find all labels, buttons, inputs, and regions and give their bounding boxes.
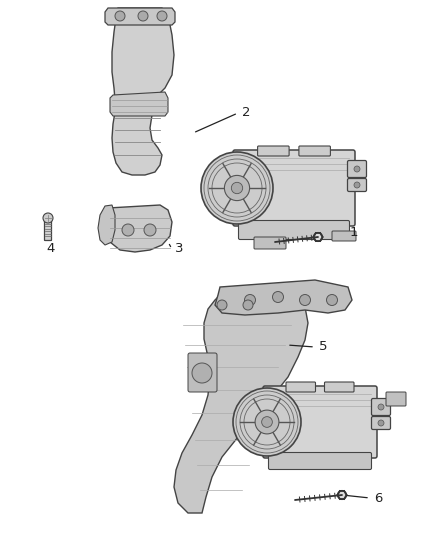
FancyBboxPatch shape (188, 353, 217, 392)
Circle shape (244, 295, 255, 305)
Text: 5: 5 (319, 341, 328, 353)
Circle shape (192, 363, 212, 383)
Circle shape (300, 295, 311, 305)
Circle shape (144, 224, 156, 236)
Circle shape (354, 182, 360, 188)
Polygon shape (105, 8, 175, 25)
Circle shape (272, 292, 283, 303)
FancyBboxPatch shape (258, 146, 289, 156)
Polygon shape (112, 8, 174, 175)
FancyBboxPatch shape (239, 221, 350, 239)
Polygon shape (174, 290, 308, 513)
Polygon shape (215, 280, 352, 315)
Polygon shape (98, 205, 115, 245)
Text: 1: 1 (350, 227, 358, 239)
FancyBboxPatch shape (386, 392, 406, 406)
Circle shape (115, 11, 125, 21)
Text: 2: 2 (242, 107, 251, 119)
Polygon shape (110, 92, 168, 116)
FancyBboxPatch shape (332, 231, 356, 241)
FancyBboxPatch shape (299, 146, 330, 156)
Circle shape (122, 224, 134, 236)
Circle shape (138, 11, 148, 21)
Circle shape (201, 152, 273, 224)
FancyBboxPatch shape (347, 179, 367, 191)
FancyBboxPatch shape (286, 382, 315, 392)
Text: 3: 3 (175, 243, 184, 255)
Text: 6: 6 (374, 491, 382, 505)
FancyBboxPatch shape (45, 217, 52, 240)
Circle shape (231, 182, 243, 193)
Circle shape (326, 295, 338, 305)
Circle shape (43, 213, 53, 223)
Circle shape (261, 417, 272, 427)
FancyBboxPatch shape (263, 386, 377, 458)
Circle shape (354, 166, 360, 172)
Circle shape (157, 11, 167, 21)
FancyBboxPatch shape (254, 237, 286, 249)
FancyBboxPatch shape (371, 399, 391, 416)
FancyBboxPatch shape (371, 416, 391, 430)
FancyBboxPatch shape (268, 453, 371, 470)
Text: 4: 4 (46, 243, 54, 255)
FancyBboxPatch shape (347, 160, 367, 177)
Polygon shape (106, 205, 172, 252)
Circle shape (338, 490, 346, 499)
Circle shape (378, 420, 384, 426)
FancyBboxPatch shape (233, 150, 355, 226)
Circle shape (243, 300, 253, 310)
Circle shape (378, 404, 384, 410)
Circle shape (255, 410, 279, 434)
Circle shape (217, 300, 227, 310)
FancyBboxPatch shape (325, 382, 354, 392)
Circle shape (224, 175, 250, 200)
Circle shape (233, 388, 301, 456)
Circle shape (314, 232, 322, 241)
